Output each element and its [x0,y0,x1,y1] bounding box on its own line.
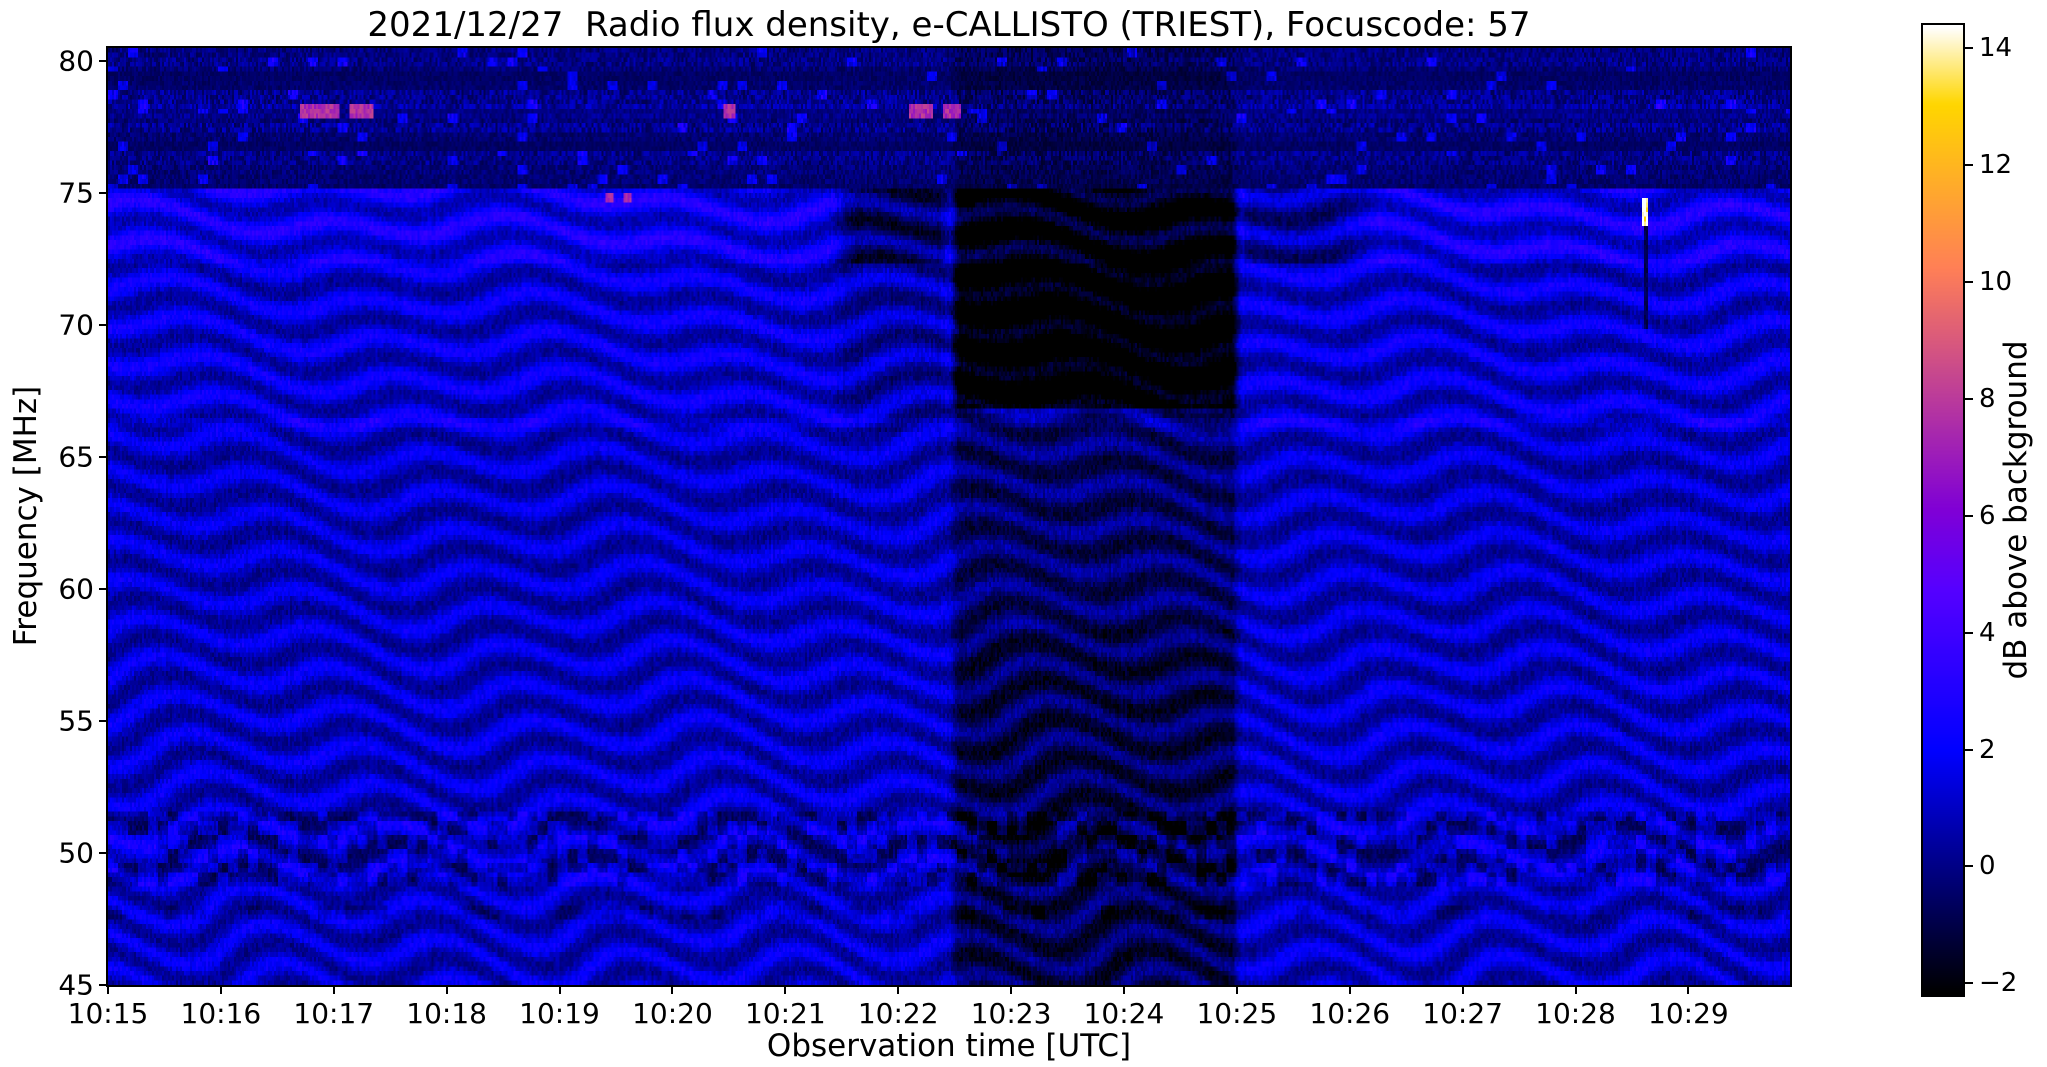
x-tick-mark [445,985,448,994]
x-tick-mark [1122,985,1125,994]
colorbar-tick-label: 12 [1979,150,2013,181]
y-tick-mark [99,60,108,63]
colorbar-tick-label: 2 [1979,734,1996,765]
colorbar-tick-label: 0 [1979,851,1996,882]
y-axis-label: Frequency [MHz] [8,385,44,647]
y-tick-mark [99,588,108,591]
y-tick-label: 70 [58,308,94,342]
colorbar-tick-mark [1965,47,1973,50]
y-tick-label: 65 [58,440,94,474]
x-tick-label: 10:27 [1422,997,1503,1030]
colorbar-tick-label: 10 [1979,267,2013,298]
colorbar-tick-label: 6 [1979,500,1996,531]
x-tick-label: 10:29 [1648,997,1729,1030]
x-tick-mark [1687,985,1690,994]
colorbar-tick-mark [1965,514,1973,517]
x-tick-mark [784,985,787,994]
spectrogram-canvas [108,48,1790,985]
colorbar-tick-label: 8 [1979,383,1996,414]
x-tick-label: 10:19 [519,997,600,1030]
x-tick-label: 10:17 [293,997,375,1030]
y-tick-label: 60 [58,572,94,606]
x-tick-mark [1348,985,1351,994]
colorbar-tick-label: −2 [1979,968,2018,999]
y-tick-mark [99,852,108,855]
x-tick-mark [107,985,109,994]
x-tick-label: 10:21 [744,997,826,1030]
x-tick-mark [671,985,674,994]
x-tick-mark [1010,985,1013,994]
plot-area [106,46,1792,987]
x-tick-mark [1235,985,1238,994]
colorbar-tick-mark [1965,865,1973,868]
x-tick-label: 10:15 [67,997,149,1030]
colorbar-tick-label: 14 [1979,33,2013,64]
y-tick-mark [99,324,108,327]
x-tick-label: 10:16 [180,997,262,1030]
x-tick-label: 10:20 [632,997,713,1030]
x-tick-label: 10:23 [970,997,1052,1030]
x-tick-label: 10:26 [1309,997,1391,1030]
x-tick-label: 10:18 [406,997,488,1030]
colorbar-tick-mark [1965,982,1973,985]
y-tick-label: 55 [58,704,94,738]
colorbar-canvas [1923,25,1963,995]
y-tick-mark [99,984,108,986]
colorbar-tick-mark [1965,397,1973,400]
x-tick-mark [1574,985,1577,994]
colorbar-tick-mark [1965,164,1973,167]
x-tick-label: 10:22 [857,997,939,1030]
x-tick-mark [332,985,335,994]
y-tick-label: 50 [58,836,94,870]
colorbar-tick-label: 4 [1979,617,1996,648]
colorbar-tick-mark [1965,281,1973,284]
chart-title: 2021/12/27 Radio flux density, e-CALLIST… [367,5,1531,45]
y-tick-label: 80 [58,44,94,78]
colorbar-tick-mark [1965,631,1973,634]
colorbar-tick-mark [1965,748,1973,751]
y-tick-label: 75 [58,176,94,210]
colorbar-label: dB above background [1998,340,2034,680]
x-tick-label: 10:24 [1083,997,1165,1030]
colorbar [1921,23,1965,997]
x-tick-mark [1461,985,1464,994]
x-tick-mark [219,985,222,994]
y-tick-label: 45 [58,968,94,1002]
x-tick-label: 10:25 [1196,997,1278,1030]
y-tick-mark [99,456,108,459]
y-tick-mark [99,720,108,723]
x-tick-mark [897,985,900,994]
x-tick-label: 10:28 [1535,997,1616,1030]
x-tick-mark [558,985,561,994]
y-tick-mark [99,192,108,195]
x-axis-label: Observation time [UTC] [766,1028,1132,1064]
